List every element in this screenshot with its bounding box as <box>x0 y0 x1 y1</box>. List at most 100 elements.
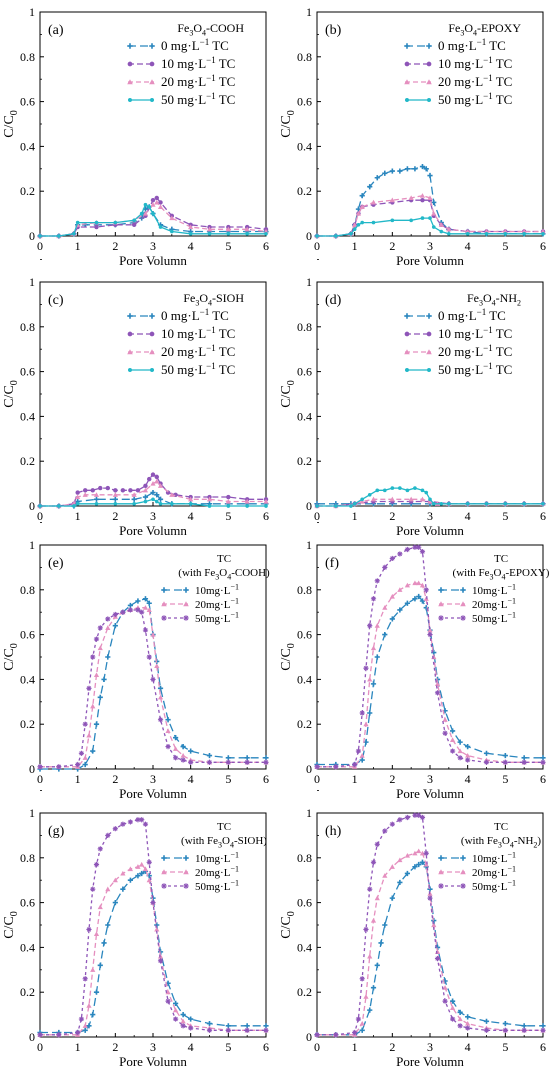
data-point <box>150 676 156 682</box>
data-point <box>450 998 456 1004</box>
legend-label: 20 mg·L−1 TC <box>438 73 512 89</box>
data-point <box>93 492 100 497</box>
y-tick-label: 0.8 <box>20 583 35 597</box>
legend-marker <box>426 331 432 337</box>
data-point <box>355 1016 362 1022</box>
legend-marker <box>161 587 167 593</box>
data-point <box>416 544 422 550</box>
y-tick-label: 0 <box>306 229 312 243</box>
data-point <box>382 632 388 638</box>
data-point <box>413 486 417 490</box>
x-tick-label: 6 <box>540 239 546 253</box>
data-point <box>434 690 441 696</box>
data-point <box>374 841 380 847</box>
data-point <box>206 1020 213 1027</box>
legend-marker <box>149 61 155 67</box>
panel-subtitle: (with Fe3O4-COOH) <box>178 567 270 581</box>
data-point <box>360 220 365 225</box>
data-point <box>522 231 526 236</box>
data-point <box>93 989 100 995</box>
data-point <box>165 728 171 733</box>
data-point <box>389 197 395 203</box>
series-layer <box>314 544 546 770</box>
y-axis-label: C/C0 <box>2 110 20 138</box>
x-tick-label: 0 <box>314 772 320 786</box>
data-point <box>263 755 269 761</box>
data-point <box>158 200 163 205</box>
data-point <box>97 694 103 700</box>
panel-title: Fe3O4-SIOH <box>183 291 244 308</box>
data-point <box>389 496 395 502</box>
y-axis-label-group: C/C0 <box>279 911 297 939</box>
y-axis-label: C/C0 <box>2 911 20 939</box>
data-point <box>142 487 149 493</box>
panel-title: TC <box>494 553 508 565</box>
data-point <box>412 544 418 550</box>
data-point <box>97 625 103 631</box>
y-tick-label: 0.6 <box>297 628 312 642</box>
x-tick-label: 3 <box>427 772 433 786</box>
data-point <box>397 551 403 557</box>
series-layer <box>37 596 269 772</box>
data-point <box>503 231 508 236</box>
data-point <box>135 873 141 879</box>
legend-label: 10mg·L−1 <box>195 851 239 865</box>
data-point <box>397 607 403 613</box>
data-point <box>374 623 380 628</box>
data-point <box>135 864 141 869</box>
legend-marker <box>404 313 410 319</box>
legend-marker <box>127 349 133 355</box>
legend-marker <box>127 43 133 49</box>
legend-label: 10mg·L−1 <box>195 583 239 597</box>
data-point <box>78 1016 85 1022</box>
data-point <box>484 501 489 506</box>
data-point <box>465 1014 471 1020</box>
data-point <box>188 501 193 506</box>
data-point <box>112 492 118 497</box>
data-point <box>173 746 179 751</box>
data-point <box>424 490 429 495</box>
data-point <box>154 492 160 498</box>
data-point <box>86 732 92 738</box>
panel-title: TC <box>217 553 231 565</box>
data-point <box>419 549 426 555</box>
data-point <box>423 605 429 611</box>
chart-panel: 0 0.2 0.4 0.6 0.8 1 0 1 2 3 4 5 6 Pore Volumn C/C0 (e) T… <box>2 522 270 801</box>
series-line <box>317 861 543 1036</box>
legend-marker <box>460 601 466 607</box>
series-layer <box>314 486 546 509</box>
series-layer <box>314 163 546 239</box>
legend-label: 0 mg·L−1 TC <box>161 307 229 323</box>
x-tick-label: 2 <box>112 772 118 786</box>
legend-marker <box>426 79 432 85</box>
data-point <box>502 1027 508 1033</box>
x-tick-label: 6 <box>540 772 546 786</box>
series-line <box>317 165 543 237</box>
legend-marker <box>438 601 444 607</box>
legend-marker <box>149 313 155 319</box>
legend-marker <box>460 615 466 621</box>
legend-marker <box>426 43 432 49</box>
data-point <box>82 492 88 497</box>
data-point <box>169 492 175 497</box>
data-point <box>521 1027 527 1033</box>
data-point <box>105 654 111 660</box>
data-point <box>315 504 319 508</box>
data-point <box>419 850 426 856</box>
y-axis-label-group: C/C0 <box>279 643 297 671</box>
series-line <box>40 473 266 507</box>
data-point <box>367 676 373 682</box>
x-tick-label: 0 <box>314 509 320 523</box>
data-point <box>465 231 470 236</box>
y-axis-label: C/C0 <box>279 911 297 939</box>
data-point <box>416 861 422 868</box>
legend-marker <box>404 79 410 85</box>
data-point <box>450 728 456 734</box>
data-point <box>90 703 96 709</box>
legend-label: 20 mg·L−1 TC <box>438 343 512 359</box>
data-point <box>359 1027 365 1033</box>
data-point <box>112 826 118 832</box>
data-point <box>93 672 100 677</box>
data-point <box>314 764 320 770</box>
data-point <box>132 501 136 506</box>
